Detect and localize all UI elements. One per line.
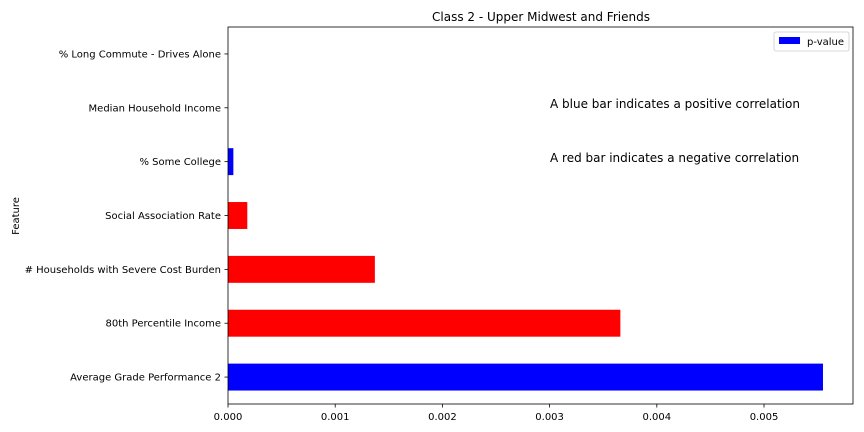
- bar: [228, 202, 248, 229]
- y-axis-label: Feature: [11, 197, 22, 235]
- y-tick-label: 80th Percentile Income: [106, 319, 221, 330]
- y-tick-label: Median Household Income: [89, 103, 221, 114]
- legend-label: p-value: [807, 37, 844, 48]
- y-tick-label: % Long Commute - Drives Alone: [59, 49, 221, 60]
- bar: [228, 363, 823, 391]
- x-tick-label: 0.002: [428, 412, 457, 423]
- x-tick-label: 0.005: [750, 412, 779, 423]
- y-tick-label: Social Association Rate: [105, 211, 221, 222]
- y-tick-label: # Households with Severe Cost Burden: [25, 265, 221, 276]
- y-tick-label: Average Grade Performance 2: [70, 373, 221, 384]
- x-tick-label: 0.004: [642, 412, 671, 423]
- legend-box: [773, 31, 850, 52]
- x-ticks-group: 0.000 0.001 0.002 0.003 0.004 0.005: [214, 404, 779, 423]
- x-tick-label: 0.001: [321, 412, 350, 423]
- bars-group: [228, 148, 823, 391]
- bar: [228, 148, 234, 176]
- x-tick-label: 0.003: [535, 412, 564, 423]
- annotation-positive: A blue bar indicates a positive correlat…: [550, 97, 800, 111]
- bar: [228, 255, 375, 283]
- annotation-negative: A red bar indicates a negative correlati…: [550, 151, 799, 165]
- plot-frame: [227, 26, 854, 405]
- y-tick-label: % Some College: [139, 157, 221, 168]
- x-tick-label: 0.000: [214, 412, 243, 423]
- bar: [228, 309, 621, 337]
- y-ticks-group: Average Grade Performance 2 80th Percenti…: [25, 49, 228, 384]
- legend-swatch: [779, 37, 800, 44]
- legend: p-value: [773, 31, 850, 52]
- chart-title: Class 2 - Upper Midwest and Friends: [432, 10, 650, 24]
